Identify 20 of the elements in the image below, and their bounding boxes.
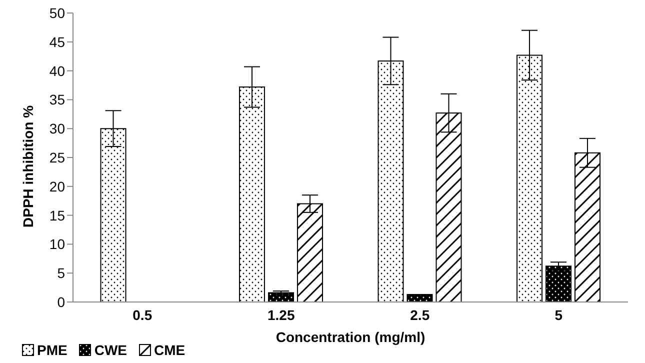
- y-tick-label: 5: [57, 265, 66, 282]
- legend-label: CME: [154, 342, 186, 358]
- y-tick-label: 20: [49, 178, 66, 194]
- y-tick-label: 25: [49, 149, 66, 166]
- y-tick-label: 15: [49, 207, 66, 224]
- x-tick-label: 1.25: [268, 306, 295, 323]
- y-tick-label: 40: [49, 62, 66, 79]
- x-tick-label: 5: [554, 306, 563, 323]
- y-tick-label: 45: [49, 34, 66, 50]
- legend-label: CWE: [94, 342, 128, 358]
- y-tick-label: 0: [57, 294, 66, 310]
- x-tick-label: 2.5: [410, 306, 430, 323]
- y-axis-title: DPPH inhibition %: [20, 104, 36, 228]
- y-tick-label: 50: [49, 4, 66, 21]
- legend-label: PME: [37, 342, 68, 358]
- y-tick-label: 10: [49, 236, 66, 252]
- y-tick-label: 30: [49, 120, 66, 137]
- y-tick-label: 35: [49, 92, 66, 108]
- x-tick-label: 0.5: [132, 306, 152, 323]
- x-axis-title: Concentration (mg/ml): [276, 329, 426, 345]
